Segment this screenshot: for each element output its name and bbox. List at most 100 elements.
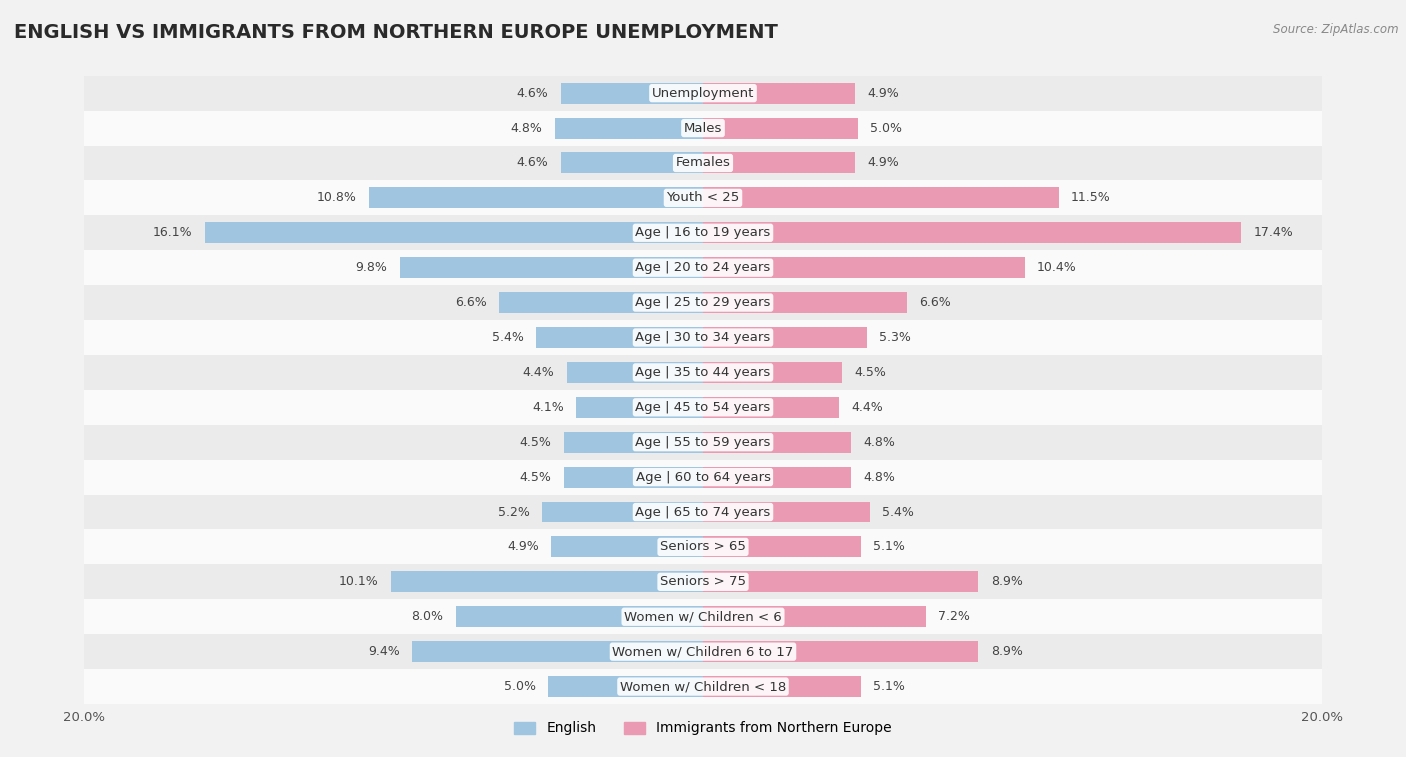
Text: Women w/ Children < 6: Women w/ Children < 6 bbox=[624, 610, 782, 623]
Bar bbox=[703, 292, 907, 313]
Text: 4.8%: 4.8% bbox=[863, 471, 896, 484]
Bar bbox=[84, 76, 1322, 111]
Text: 10.4%: 10.4% bbox=[1038, 261, 1077, 274]
Bar bbox=[84, 459, 1322, 494]
Bar bbox=[703, 223, 1241, 243]
Text: 4.5%: 4.5% bbox=[520, 436, 551, 449]
Text: Males: Males bbox=[683, 122, 723, 135]
Bar bbox=[456, 606, 703, 628]
Bar bbox=[84, 180, 1322, 215]
Bar bbox=[205, 223, 703, 243]
Text: 6.6%: 6.6% bbox=[920, 296, 952, 309]
Bar bbox=[368, 188, 703, 208]
Text: 5.1%: 5.1% bbox=[873, 540, 905, 553]
Text: Seniors > 65: Seniors > 65 bbox=[659, 540, 747, 553]
Bar bbox=[551, 537, 703, 557]
Bar bbox=[703, 502, 870, 522]
Text: Females: Females bbox=[675, 157, 731, 170]
Text: ENGLISH VS IMMIGRANTS FROM NORTHERN EUROPE UNEMPLOYMENT: ENGLISH VS IMMIGRANTS FROM NORTHERN EURO… bbox=[14, 23, 778, 42]
Bar bbox=[84, 494, 1322, 529]
Text: Age | 45 to 54 years: Age | 45 to 54 years bbox=[636, 400, 770, 414]
Bar bbox=[564, 431, 703, 453]
Text: Seniors > 75: Seniors > 75 bbox=[659, 575, 747, 588]
Text: Age | 60 to 64 years: Age | 60 to 64 years bbox=[636, 471, 770, 484]
Bar bbox=[536, 327, 703, 348]
Text: 5.1%: 5.1% bbox=[873, 680, 905, 693]
Bar bbox=[399, 257, 703, 278]
Bar bbox=[703, 466, 852, 488]
Bar bbox=[412, 641, 703, 662]
Text: 4.5%: 4.5% bbox=[520, 471, 551, 484]
Bar bbox=[703, 257, 1025, 278]
Text: Age | 16 to 19 years: Age | 16 to 19 years bbox=[636, 226, 770, 239]
Text: 4.9%: 4.9% bbox=[508, 540, 538, 553]
Bar bbox=[703, 431, 852, 453]
Bar bbox=[561, 152, 703, 173]
Bar bbox=[703, 83, 855, 104]
Bar bbox=[564, 466, 703, 488]
Text: 5.4%: 5.4% bbox=[883, 506, 914, 519]
Bar bbox=[576, 397, 703, 418]
Text: 4.5%: 4.5% bbox=[855, 366, 886, 379]
Bar bbox=[84, 111, 1322, 145]
Bar bbox=[703, 327, 868, 348]
Bar bbox=[703, 362, 842, 383]
Text: 11.5%: 11.5% bbox=[1071, 192, 1111, 204]
Text: 5.0%: 5.0% bbox=[870, 122, 903, 135]
Text: 17.4%: 17.4% bbox=[1254, 226, 1294, 239]
Text: 8.0%: 8.0% bbox=[411, 610, 443, 623]
Text: 16.1%: 16.1% bbox=[153, 226, 193, 239]
Bar bbox=[703, 397, 839, 418]
Text: Age | 55 to 59 years: Age | 55 to 59 years bbox=[636, 436, 770, 449]
Bar bbox=[561, 83, 703, 104]
Bar bbox=[703, 641, 979, 662]
Text: 4.9%: 4.9% bbox=[868, 157, 898, 170]
Bar bbox=[84, 600, 1322, 634]
Text: Youth < 25: Youth < 25 bbox=[666, 192, 740, 204]
Bar bbox=[84, 634, 1322, 669]
Bar bbox=[391, 572, 703, 592]
Text: 8.9%: 8.9% bbox=[991, 645, 1022, 658]
Text: 4.6%: 4.6% bbox=[516, 157, 548, 170]
Text: 4.4%: 4.4% bbox=[852, 400, 883, 414]
Text: 4.9%: 4.9% bbox=[868, 86, 898, 100]
Text: Age | 20 to 24 years: Age | 20 to 24 years bbox=[636, 261, 770, 274]
Text: Unemployment: Unemployment bbox=[652, 86, 754, 100]
Bar bbox=[703, 606, 925, 628]
Text: 7.2%: 7.2% bbox=[938, 610, 970, 623]
Bar bbox=[543, 502, 703, 522]
Bar bbox=[84, 145, 1322, 180]
Text: 5.4%: 5.4% bbox=[492, 331, 523, 344]
Text: 4.6%: 4.6% bbox=[516, 86, 548, 100]
Text: Source: ZipAtlas.com: Source: ZipAtlas.com bbox=[1274, 23, 1399, 36]
Bar bbox=[703, 572, 979, 592]
Bar bbox=[84, 390, 1322, 425]
Bar bbox=[703, 676, 860, 697]
Bar bbox=[703, 117, 858, 139]
Bar bbox=[84, 669, 1322, 704]
Bar bbox=[84, 425, 1322, 459]
Bar bbox=[703, 152, 855, 173]
Bar bbox=[84, 355, 1322, 390]
Text: 5.2%: 5.2% bbox=[498, 506, 530, 519]
Text: 4.8%: 4.8% bbox=[863, 436, 896, 449]
Bar bbox=[84, 215, 1322, 251]
Bar bbox=[84, 320, 1322, 355]
Bar bbox=[548, 676, 703, 697]
Bar bbox=[84, 251, 1322, 285]
Text: Women w/ Children 6 to 17: Women w/ Children 6 to 17 bbox=[613, 645, 793, 658]
Bar bbox=[703, 188, 1059, 208]
Text: 5.0%: 5.0% bbox=[503, 680, 536, 693]
Text: 9.4%: 9.4% bbox=[368, 645, 399, 658]
Bar bbox=[554, 117, 703, 139]
Bar bbox=[499, 292, 703, 313]
Text: 10.1%: 10.1% bbox=[339, 575, 378, 588]
Legend: English, Immigrants from Northern Europe: English, Immigrants from Northern Europe bbox=[509, 716, 897, 741]
Text: 10.8%: 10.8% bbox=[316, 192, 357, 204]
Text: 4.8%: 4.8% bbox=[510, 122, 543, 135]
Text: 5.3%: 5.3% bbox=[879, 331, 911, 344]
Bar bbox=[84, 529, 1322, 565]
Bar bbox=[84, 565, 1322, 600]
Bar bbox=[703, 537, 860, 557]
Bar bbox=[84, 285, 1322, 320]
